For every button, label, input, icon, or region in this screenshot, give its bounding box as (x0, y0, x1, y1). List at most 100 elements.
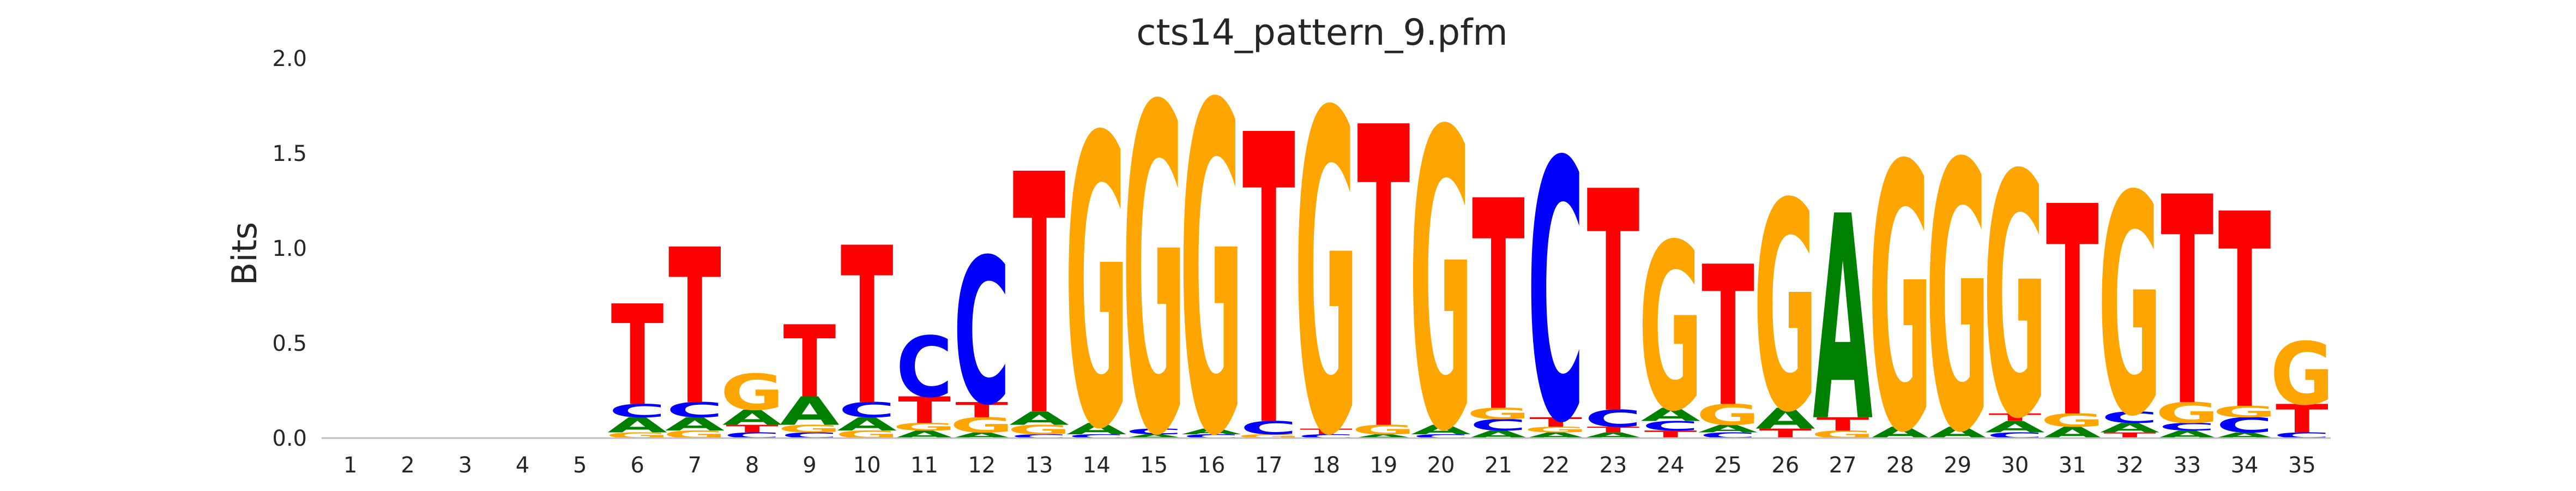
x-tick-label: 29 (1944, 453, 1971, 478)
glyph-T: T (1013, 105, 1066, 489)
y-axis-label: Bits (225, 222, 264, 285)
glyph-C: C (1068, 433, 1125, 439)
glyph-T: T (1529, 415, 1582, 430)
x-tick-label: 27 (1829, 453, 1857, 478)
x-tick-label: 13 (1025, 453, 1053, 478)
logo-stack: CTG (1294, 21, 1358, 491)
x-tick-label: 15 (1140, 453, 1168, 478)
x-tick-label: 7 (688, 453, 702, 478)
glyph-T: T (1472, 140, 1525, 476)
glyph-T: T (1242, 51, 1296, 491)
x-tick-label: 25 (1714, 453, 1742, 478)
glyph-G: G (1868, 88, 1932, 491)
glyph-G: G (1467, 405, 1530, 423)
glyph-A: A (1009, 408, 1069, 429)
logo-stack: AG (1926, 86, 1989, 491)
glyph-A: A (1066, 420, 1126, 438)
x-tick-label: 16 (1197, 453, 1225, 478)
glyph-G: G (1754, 142, 1817, 476)
glyph-C: C (954, 217, 1010, 450)
x-tick-label: 24 (1657, 453, 1685, 478)
x-tick-label: 34 (2231, 453, 2259, 478)
x-tick-label: 10 (853, 453, 881, 478)
glyph-T: T (783, 305, 836, 420)
glyph-G: G (892, 421, 956, 433)
glyph-T: T (2276, 397, 2328, 442)
x-tick-label: 28 (1886, 453, 1914, 478)
glyph-C: C (1183, 433, 1240, 439)
glyph-C: C (896, 319, 952, 416)
glyph-G: G (2041, 410, 2104, 431)
x-tick-label: 8 (745, 453, 759, 478)
x-tick-label: 20 (1427, 453, 1455, 478)
logo-stack: GCT (1237, 51, 1300, 491)
glyph-G: G (1696, 399, 1759, 432)
glyph-G: G (2213, 403, 2276, 421)
glyph-T: T (1357, 41, 1410, 491)
glyph-T: T (2046, 146, 2100, 482)
y-tick-label: 0.0 (272, 426, 307, 451)
glyph-A: A (1124, 433, 1184, 439)
x-tick-label: 9 (803, 453, 816, 478)
logo-stack: AGT (1352, 41, 1415, 491)
x-tick-label: 11 (910, 453, 938, 478)
x-tick-label: 26 (1771, 453, 1799, 478)
logo-stack: AGT (2041, 146, 2104, 482)
logo-stack: AG (1868, 88, 1932, 491)
glyph-A: A (1698, 423, 1758, 435)
glyph-G: G (1008, 422, 1071, 438)
glyph-C: C (1011, 433, 1067, 439)
glyph-C: C (609, 400, 666, 422)
x-tick-label: 4 (516, 453, 529, 478)
glyph-G: G (2270, 325, 2333, 424)
glyph-G: G (1524, 425, 1587, 434)
glyph-G: G (1926, 86, 1989, 491)
glyph-C: C (1528, 87, 1584, 491)
glyph-A: A (2100, 421, 2160, 436)
glyph-T: T (726, 423, 779, 435)
x-tick-label: 14 (1083, 453, 1111, 478)
glyph-G: G (1065, 53, 1128, 491)
glyph-G: G (1180, 11, 1243, 491)
glyph-A: A (722, 406, 782, 430)
glyph-C: C (1585, 405, 1642, 432)
glyph-G: G (1409, 46, 1473, 491)
y-axis-ticks: 0.0 0.5 1.0 1.5 2.0 (272, 46, 307, 451)
x-tick-label: 2 (401, 453, 414, 478)
glyph-G: G (950, 414, 1013, 438)
glyph-A: A (1813, 157, 1873, 484)
glyph-A: A (607, 414, 667, 438)
x-tick-label: 35 (2288, 453, 2316, 478)
y-tick-label: 1.5 (272, 141, 307, 166)
glyph-A: A (665, 414, 725, 435)
glyph-A: A (1985, 418, 2045, 436)
glyph-T: T (1300, 427, 1353, 436)
glyph-C: C (838, 398, 895, 422)
glyph-A: A (1181, 427, 1241, 436)
logo-stack: ACG (1122, 14, 1185, 491)
logo-stack: GTA (1811, 157, 1874, 484)
x-tick-label: 17 (1255, 453, 1283, 478)
glyph-T: T (1702, 226, 1755, 450)
x-tick-label: 18 (1312, 453, 1340, 478)
y-tick-label: 2.0 (272, 46, 307, 71)
logo-stack: TAG (1754, 142, 1817, 476)
x-tick-label: 12 (968, 453, 996, 478)
glyph-A: A (780, 389, 840, 434)
glyph-C: C (2159, 421, 2216, 433)
glyph-G: G (1639, 195, 1702, 462)
